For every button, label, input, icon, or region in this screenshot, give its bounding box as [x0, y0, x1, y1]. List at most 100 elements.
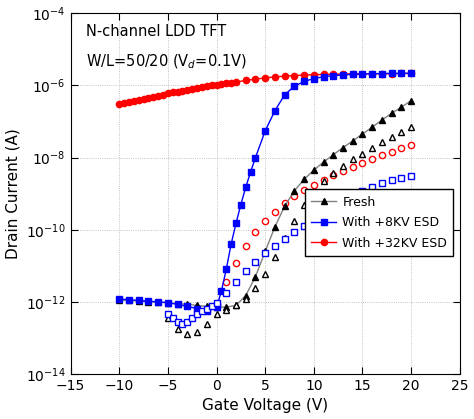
With +32KV ESD	[223, 81, 229, 86]
With +32KV ESD	[399, 71, 404, 76]
With +8KV ESD	[282, 92, 287, 97]
With +32KV ESD	[272, 75, 278, 80]
With +8KV ESD	[399, 71, 404, 76]
With +32KV ESD	[141, 96, 146, 101]
Text: N-channel LDD TFT: N-channel LDD TFT	[86, 24, 227, 39]
With +32KV ESD	[214, 82, 219, 87]
Fresh	[408, 98, 414, 103]
With +8KV ESD	[369, 71, 375, 76]
With +8KV ESD	[214, 305, 219, 310]
Fresh	[194, 303, 200, 308]
With +32KV ESD	[121, 100, 127, 105]
With +32KV ESD	[160, 92, 166, 97]
Fresh	[301, 177, 307, 182]
Fresh	[175, 301, 181, 306]
Fresh	[379, 118, 385, 123]
With +32KV ESD	[330, 72, 336, 77]
With +32KV ESD	[194, 85, 200, 91]
With +8KV ESD	[117, 297, 122, 302]
With +8KV ESD	[194, 306, 200, 311]
With +32KV ESD	[155, 93, 161, 98]
With +32KV ESD	[243, 78, 248, 83]
Line: Fresh: Fresh	[116, 98, 414, 310]
With +8KV ESD	[175, 302, 181, 307]
With +8KV ESD	[389, 71, 394, 76]
Legend: Fresh, With +8KV ESD, With +32KV ESD: Fresh, With +8KV ESD, With +32KV ESD	[305, 189, 454, 256]
With +32KV ESD	[350, 71, 356, 76]
Fresh	[350, 138, 356, 143]
With +8KV ESD	[155, 300, 161, 305]
Fresh	[165, 300, 171, 305]
With +32KV ESD	[301, 72, 307, 78]
With +32KV ESD	[389, 71, 394, 76]
Fresh	[282, 204, 287, 209]
Fresh	[204, 304, 210, 309]
With +32KV ESD	[180, 88, 185, 93]
With +32KV ESD	[369, 71, 375, 76]
With +32KV ESD	[340, 72, 346, 77]
With +8KV ESD	[408, 71, 414, 76]
With +32KV ESD	[150, 94, 156, 99]
With +32KV ESD	[146, 95, 151, 100]
With +8KV ESD	[379, 71, 385, 76]
With +32KV ESD	[292, 73, 297, 78]
With +8KV ESD	[223, 267, 229, 272]
With +32KV ESD	[219, 81, 224, 86]
With +32KV ESD	[204, 84, 210, 89]
Fresh	[146, 300, 151, 305]
With +32KV ESD	[311, 72, 317, 77]
With +32KV ESD	[175, 89, 181, 94]
With +8KV ESD	[321, 74, 327, 79]
With +32KV ESD	[136, 97, 142, 102]
Fresh	[311, 168, 317, 173]
With +32KV ESD	[228, 80, 234, 85]
With +8KV ESD	[360, 71, 365, 76]
With +32KV ESD	[262, 75, 268, 80]
Fresh	[321, 160, 327, 165]
With +8KV ESD	[272, 108, 278, 113]
With +32KV ESD	[170, 90, 175, 95]
With +8KV ESD	[292, 84, 297, 89]
With +8KV ESD	[340, 72, 346, 78]
With +8KV ESD	[311, 76, 317, 81]
With +32KV ESD	[117, 102, 122, 107]
Fresh	[233, 303, 239, 308]
Fresh	[214, 305, 219, 310]
Fresh	[155, 300, 161, 305]
Fresh	[369, 124, 375, 129]
Y-axis label: Drain Current (A): Drain Current (A)	[6, 128, 20, 259]
With +8KV ESD	[126, 297, 132, 302]
Fresh	[243, 293, 248, 298]
With +8KV ESD	[233, 221, 239, 226]
With +8KV ESD	[248, 169, 254, 174]
With +8KV ESD	[262, 128, 268, 133]
Fresh	[117, 298, 122, 303]
With +8KV ESD	[136, 298, 142, 303]
Line: With +32KV ESD: With +32KV ESD	[116, 70, 414, 108]
With +32KV ESD	[253, 77, 258, 82]
With +8KV ESD	[184, 304, 190, 309]
With +8KV ESD	[165, 300, 171, 305]
With +8KV ESD	[253, 155, 258, 160]
Fresh	[360, 132, 365, 137]
Fresh	[136, 299, 142, 304]
With +8KV ESD	[228, 242, 234, 247]
Fresh	[399, 105, 404, 110]
X-axis label: Gate Voltage (V): Gate Voltage (V)	[202, 398, 328, 414]
With +8KV ESD	[301, 79, 307, 84]
With +32KV ESD	[165, 91, 171, 96]
Fresh	[389, 111, 394, 116]
With +32KV ESD	[126, 99, 132, 104]
Fresh	[340, 145, 346, 150]
With +32KV ESD	[379, 71, 385, 76]
Text: W/L=50/20 (V$_d$=0.1V): W/L=50/20 (V$_d$=0.1V)	[86, 53, 247, 71]
With +8KV ESD	[238, 202, 244, 207]
Fresh	[330, 152, 336, 157]
With +32KV ESD	[190, 86, 195, 91]
Fresh	[272, 225, 278, 230]
Fresh	[292, 188, 297, 193]
Fresh	[253, 274, 258, 279]
With +8KV ESD	[204, 309, 210, 314]
With +32KV ESD	[131, 98, 137, 103]
Fresh	[223, 305, 229, 310]
